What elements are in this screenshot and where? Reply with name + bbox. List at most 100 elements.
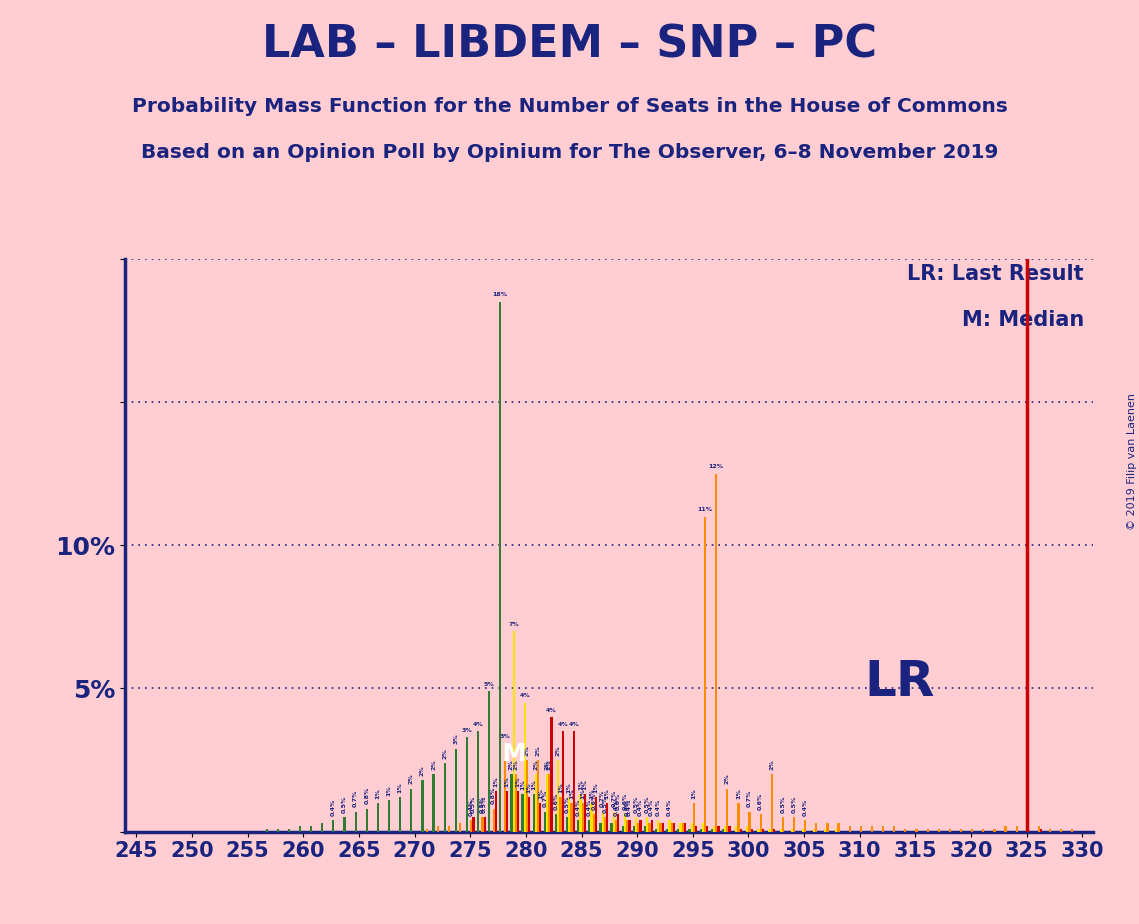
- Bar: [484, 817, 486, 832]
- Text: 0.5%: 0.5%: [472, 796, 476, 813]
- Bar: [617, 814, 620, 832]
- Text: 2%: 2%: [544, 760, 549, 770]
- Text: 0.6%: 0.6%: [759, 793, 763, 810]
- Text: 1%: 1%: [589, 788, 595, 798]
- Bar: [592, 814, 595, 832]
- Text: LR: Last Result: LR: Last Result: [907, 264, 1084, 285]
- Text: 1%: 1%: [577, 779, 583, 790]
- Bar: [690, 823, 693, 832]
- Bar: [825, 829, 827, 832]
- Bar: [916, 829, 918, 832]
- Text: 0.5%: 0.5%: [480, 796, 485, 813]
- Bar: [513, 631, 515, 832]
- Bar: [727, 788, 729, 832]
- Bar: [737, 803, 739, 832]
- Bar: [793, 817, 795, 832]
- Bar: [804, 821, 806, 832]
- Bar: [699, 829, 702, 832]
- Text: 2%: 2%: [431, 760, 436, 770]
- Text: 2%: 2%: [724, 773, 730, 784]
- Bar: [582, 803, 584, 832]
- Bar: [548, 774, 550, 832]
- Text: 0.4%: 0.4%: [624, 798, 630, 816]
- Text: 1%: 1%: [558, 783, 563, 793]
- Bar: [615, 821, 617, 832]
- Text: 12%: 12%: [708, 464, 723, 469]
- Bar: [802, 829, 804, 832]
- Text: 1%: 1%: [582, 779, 588, 790]
- Bar: [489, 691, 490, 832]
- Bar: [626, 821, 629, 832]
- Text: 0.4%: 0.4%: [587, 798, 592, 816]
- Text: 0.4%: 0.4%: [331, 798, 336, 816]
- Bar: [557, 760, 559, 832]
- Text: 0.5%: 0.5%: [633, 796, 639, 813]
- Bar: [536, 760, 539, 832]
- Text: 0.4%: 0.4%: [614, 798, 618, 816]
- Bar: [526, 760, 528, 832]
- Bar: [437, 826, 440, 832]
- Bar: [528, 797, 531, 832]
- Bar: [695, 826, 697, 832]
- Text: 0.4%: 0.4%: [656, 798, 661, 816]
- Bar: [606, 803, 608, 832]
- Bar: [882, 826, 884, 832]
- Text: 0.5%: 0.5%: [565, 796, 570, 813]
- Bar: [790, 829, 793, 832]
- Bar: [584, 795, 585, 832]
- Bar: [982, 829, 984, 832]
- Text: © 2019 Filip van Laenen: © 2019 Filip van Laenen: [1126, 394, 1137, 530]
- Bar: [837, 823, 839, 832]
- Bar: [580, 795, 582, 832]
- Text: 1%: 1%: [605, 788, 609, 798]
- Text: 0.7%: 0.7%: [353, 790, 358, 808]
- Text: 0.6%: 0.6%: [622, 793, 628, 810]
- Bar: [482, 817, 484, 832]
- Bar: [377, 803, 379, 832]
- Bar: [533, 795, 535, 832]
- Text: 1%: 1%: [493, 776, 499, 787]
- Bar: [399, 797, 401, 832]
- Text: M: Median: M: Median: [961, 310, 1084, 330]
- Bar: [288, 829, 290, 832]
- Bar: [693, 803, 695, 832]
- Bar: [724, 826, 727, 832]
- Text: 4%: 4%: [519, 693, 530, 699]
- Bar: [713, 826, 715, 832]
- Bar: [333, 821, 335, 832]
- Bar: [611, 823, 613, 832]
- Bar: [773, 829, 776, 832]
- Bar: [835, 829, 837, 832]
- Text: 3%: 3%: [461, 728, 473, 733]
- Bar: [477, 732, 480, 832]
- Bar: [517, 792, 519, 832]
- Bar: [688, 829, 690, 832]
- Text: 1%: 1%: [376, 788, 380, 798]
- Bar: [762, 829, 764, 832]
- Bar: [644, 826, 646, 832]
- Bar: [706, 826, 708, 832]
- Bar: [524, 702, 526, 832]
- Bar: [1038, 826, 1040, 832]
- Bar: [650, 821, 653, 832]
- Bar: [1040, 829, 1042, 832]
- Text: 4%: 4%: [557, 722, 568, 727]
- Bar: [550, 717, 552, 832]
- Text: 0.5%: 0.5%: [792, 796, 796, 813]
- Bar: [535, 774, 536, 832]
- Text: 0.7%: 0.7%: [600, 790, 605, 808]
- Bar: [637, 823, 639, 832]
- Bar: [622, 826, 624, 832]
- Bar: [321, 823, 323, 832]
- Text: 7%: 7%: [508, 622, 519, 626]
- Bar: [702, 823, 704, 832]
- Bar: [816, 823, 818, 832]
- Bar: [494, 792, 497, 832]
- Text: 0.4%: 0.4%: [626, 798, 632, 816]
- Bar: [298, 826, 301, 832]
- Text: 0.4%: 0.4%: [667, 798, 672, 816]
- Text: 0.6%: 0.6%: [616, 793, 621, 810]
- Text: 4%: 4%: [568, 722, 579, 727]
- Bar: [343, 817, 345, 832]
- Text: Probability Mass Function for the Number of Seats in the House of Commons: Probability Mass Function for the Number…: [132, 97, 1007, 116]
